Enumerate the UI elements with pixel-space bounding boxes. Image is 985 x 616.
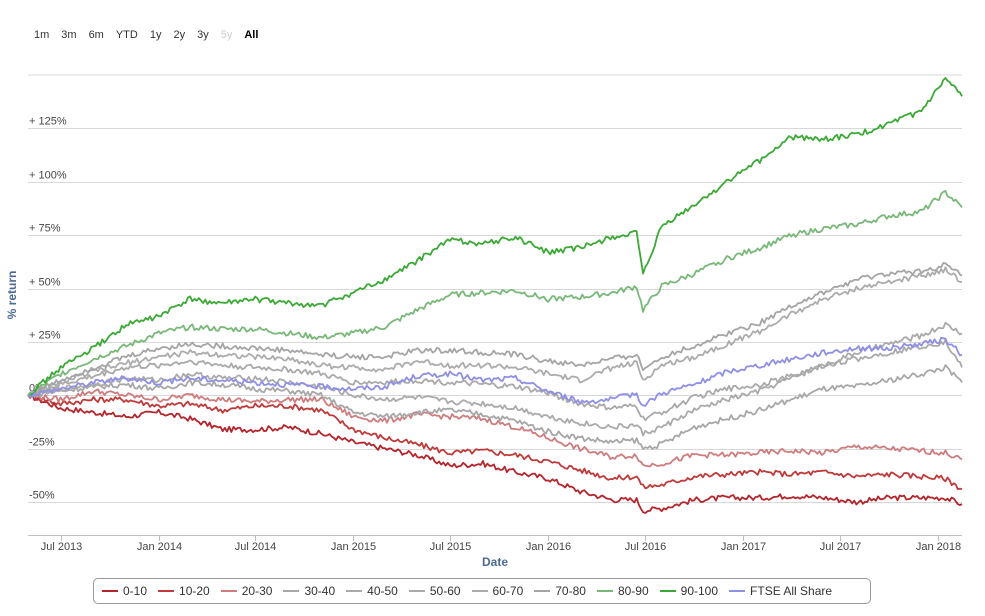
range-button-ytd[interactable]: YTD	[115, 29, 138, 41]
x-tick-label: Jan 2018	[916, 541, 961, 553]
legend-item-90-100[interactable]: 90-100	[659, 584, 719, 598]
series-line-30-40	[27, 364, 963, 451]
y-axis-title: % return	[5, 271, 19, 320]
legend-label: 70-80	[555, 584, 586, 598]
legend-swatch	[408, 590, 425, 592]
legend-item-20-30[interactable]: 20-30	[220, 584, 273, 598]
series-line-0-10	[27, 392, 963, 514]
series-line-40-50	[27, 338, 963, 437]
legend-item-30-40[interactable]: 30-40	[283, 584, 335, 598]
legend-label: 80-90	[617, 584, 649, 598]
series-line-20-30	[27, 388, 963, 468]
x-tick-label: Jul 2015	[430, 541, 472, 553]
legend: 0-10 10-20 20-30 30-40 40-50 50-60 60-70 70-80 8…	[93, 578, 871, 604]
legend-item-10-20[interactable]: 10-20	[158, 584, 210, 598]
series-line-60-70	[27, 266, 963, 397]
legend-label: 90-100	[680, 584, 719, 598]
legend-swatch	[729, 590, 746, 592]
legend-label: 40-50	[367, 584, 398, 598]
series-line-10-20	[27, 393, 963, 491]
range-button-1m[interactable]: 1m	[34, 29, 50, 41]
range-button-5y: 5y	[220, 29, 233, 41]
legend-swatch	[220, 590, 237, 592]
y-tick-label: + 75%	[29, 223, 61, 235]
legend-swatch	[346, 590, 363, 592]
series-line-ftse-all-share	[27, 336, 963, 407]
x-tick-label: Jan 2014	[137, 541, 182, 553]
legend-label: 30-40	[304, 584, 336, 598]
y-tick-label: + 100%	[29, 170, 67, 182]
legend-swatch	[596, 590, 613, 592]
y-tick-label: + 125%	[29, 116, 67, 128]
x-tick-label: Jul 2013	[41, 541, 83, 553]
range-button-6m[interactable]: 6m	[88, 29, 104, 41]
legend-item-0-10[interactable]: 0-10	[102, 584, 147, 598]
legend-item-80-90[interactable]: 80-90	[596, 584, 649, 598]
y-tick-label: + 25%	[29, 330, 61, 342]
series-line-90-100	[27, 77, 963, 398]
series-lines	[27, 77, 963, 514]
range-selector: 1m 3m 6m YTD 1y 2y 3y 5y All	[30, 26, 266, 46]
y-tick-label: + 50%	[29, 277, 61, 289]
legend-label: FTSE All Share	[750, 584, 833, 598]
x-axis: Jul 2013 Jan 2014 Jul 2014 Jan 2015 Jul 2015…	[28, 535, 962, 553]
legend-label: 20-30	[241, 584, 273, 598]
legend-swatch	[534, 590, 551, 592]
x-tick-label: Jan 2016	[526, 541, 571, 553]
legend-label: 50-60	[429, 584, 461, 598]
y-tick-label: -25%	[29, 437, 55, 449]
range-button-all[interactable]: All	[244, 29, 259, 41]
legend-label: 0-10	[123, 584, 148, 598]
range-button-1y[interactable]: 1y	[149, 29, 162, 41]
legend-item-50-60[interactable]: 50-60	[408, 584, 461, 598]
legend-item-60-70[interactable]: 60-70	[471, 584, 524, 598]
range-button-3y[interactable]: 3y	[197, 29, 209, 41]
legend-item-70-80[interactable]: 70-80	[534, 584, 586, 598]
range-button-3m[interactable]: 3m	[61, 29, 77, 41]
legend-swatch	[102, 590, 118, 592]
x-tick-label: Jul 2017	[820, 541, 862, 553]
legend-swatch	[659, 590, 676, 592]
legend-item-40-50[interactable]: 40-50	[346, 584, 398, 598]
legend-swatch	[283, 590, 300, 592]
y-tick-label: -50%	[29, 490, 55, 502]
range-button-2y[interactable]: 2y	[173, 29, 186, 41]
legend-swatch	[471, 590, 488, 592]
x-tick-label: Jan 2017	[721, 541, 766, 553]
series-line-50-60	[27, 321, 963, 422]
x-tick-label: Jul 2016	[625, 541, 667, 553]
x-tick-label: Jul 2014	[235, 541, 277, 553]
series-line-70-80	[27, 262, 963, 396]
x-axis-title: Date	[482, 555, 508, 569]
x-tick-label: Jan 2015	[331, 541, 376, 553]
legend-label: 60-70	[492, 584, 524, 598]
y-axis-ticks: -50%-25%0%+ 25%+ 50%+ 75%+ 100%+ 125%	[29, 116, 67, 502]
legend-label: 10-20	[179, 584, 210, 598]
series-line-80-90	[27, 189, 963, 396]
legend-item-ftse-all-share[interactable]: FTSE All Share	[729, 584, 832, 598]
legend-swatch	[158, 590, 175, 592]
